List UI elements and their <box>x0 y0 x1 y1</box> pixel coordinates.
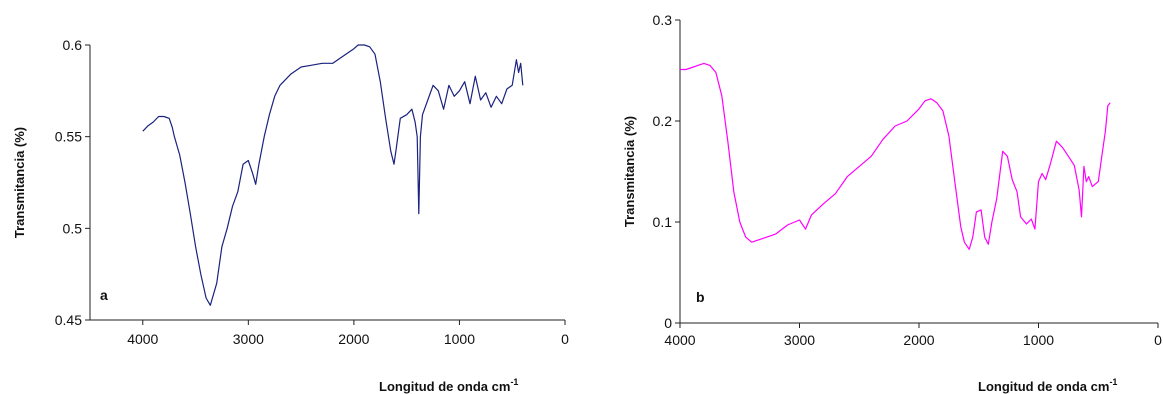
x-tick-label: 3000 <box>784 332 815 348</box>
panel-label: a <box>100 287 108 303</box>
x-tick-label: 1000 <box>1023 332 1054 348</box>
spectrum-line <box>142 44 524 306</box>
y-tick-label: 0.5 <box>63 220 83 236</box>
x-axis-title: Longitud de onda cm-1 <box>978 377 1117 394</box>
y-tick-label: 0.55 <box>55 129 82 145</box>
y-tick-label: 0.1 <box>653 214 673 230</box>
y-tick-label: 0.45 <box>55 312 82 328</box>
x-axis-title: Longitud de onda cm-1 <box>379 377 518 394</box>
x-tick-label: 0 <box>561 331 569 347</box>
y-tick-label: 0.6 <box>63 37 83 53</box>
y-axis-title: Transmitancia (%) <box>12 127 27 238</box>
x-tick-label: 1000 <box>444 331 475 347</box>
x-axis-title-superscript: -1 <box>510 377 518 387</box>
x-tick-label: 2000 <box>903 332 934 348</box>
y-tick-label: 0.2 <box>653 113 673 129</box>
x-tick-label: 4000 <box>127 331 158 347</box>
spectrum-chart-a: 0.45 0.5 0.55 0.6 4000 3000 2000 1000 0 Transmita… <box>12 37 569 394</box>
x-tick-label: 2000 <box>338 331 369 347</box>
y-tick-label: 0 <box>664 315 672 331</box>
spectrum-line <box>680 62 1111 250</box>
panel-label: b <box>696 289 705 305</box>
x-tick-label: 0 <box>1154 332 1162 348</box>
spectrum-chart-b: 0 0.1 0.2 0.3 4000 3000 2000 1000 0 Transmitancia… <box>622 12 1162 394</box>
x-tick-label: 4000 <box>664 332 695 348</box>
y-axis-title: Transmitancia (%) <box>622 116 637 227</box>
x-axis-title-superscript: -1 <box>1109 377 1117 387</box>
x-tick-label: 3000 <box>233 331 264 347</box>
y-tick-label: 0.3 <box>653 12 673 28</box>
